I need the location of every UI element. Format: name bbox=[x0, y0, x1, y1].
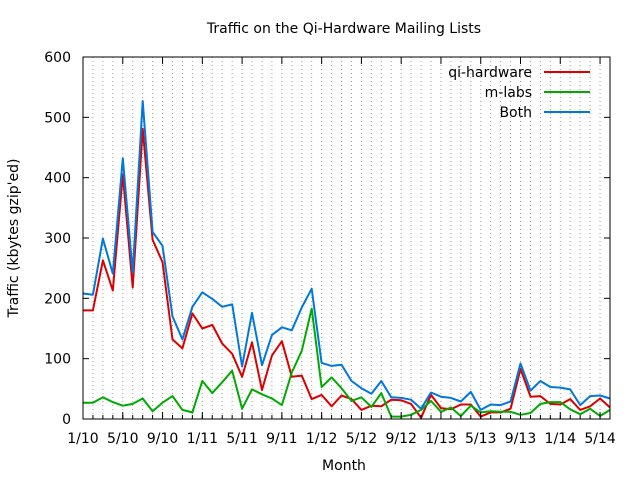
x-tick-label: 5/10 bbox=[107, 431, 138, 447]
chart-title: Traffic on the Qi-Hardware Mailing Lists bbox=[206, 21, 481, 37]
x-tick-label: 5/11 bbox=[226, 431, 257, 447]
legend-label: m-labs bbox=[485, 85, 532, 101]
x-tick-label: 5/12 bbox=[346, 431, 377, 447]
x-tick-label: 1/12 bbox=[306, 431, 337, 447]
x-tick-label: 9/10 bbox=[147, 431, 178, 447]
y-tick-label: 300 bbox=[44, 231, 71, 247]
series-line-qi-hardware bbox=[83, 127, 611, 419]
y-tick-label: 200 bbox=[44, 291, 71, 307]
x-axis-title: Month bbox=[322, 458, 366, 474]
legend-label: Both bbox=[499, 105, 532, 121]
x-tick-label: 5/13 bbox=[465, 431, 496, 447]
x-tick-label: 9/11 bbox=[266, 431, 297, 447]
grid-layer bbox=[92, 57, 601, 419]
x-tick-label: 1/11 bbox=[187, 431, 218, 447]
y-tick-label: 100 bbox=[44, 352, 71, 368]
y-axis: 0 100 200 300 400 500 600 bbox=[44, 50, 610, 428]
legend: qi-hardware m-labs Both bbox=[448, 65, 590, 121]
legend-label: qi-hardware bbox=[448, 65, 532, 81]
y-tick-label: 0 bbox=[62, 412, 71, 428]
x-tick-label: 9/13 bbox=[505, 431, 536, 447]
x-tick-label: 1/13 bbox=[425, 431, 456, 447]
x-tick-label: 1/14 bbox=[545, 431, 577, 447]
x-tick-label: 5/14 bbox=[584, 431, 616, 447]
y-tick-label: 500 bbox=[44, 110, 71, 126]
y-axis-title: Traffic (kbytes gzip'ed) bbox=[6, 159, 22, 319]
y-tick-label: 600 bbox=[44, 50, 71, 66]
x-tick-label: 1/10 bbox=[67, 431, 98, 447]
x-tick-label: 9/12 bbox=[385, 431, 416, 447]
series-line-both bbox=[82, 100, 611, 411]
series-layer bbox=[82, 100, 611, 419]
y-tick-label: 400 bbox=[44, 171, 71, 187]
series-line-m-labs bbox=[83, 307, 611, 418]
x-axis: 1/10 5/10 9/10 1/11 5/11 9/11 1/12 5/12 9/12 1/13… bbox=[67, 57, 616, 447]
